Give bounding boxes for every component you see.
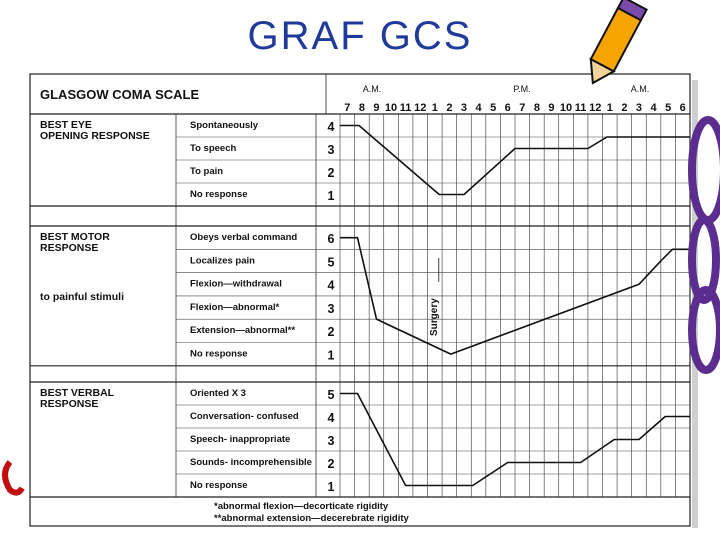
series-line-eye: [340, 124, 690, 196]
footnote: *abnormal flexion—decorticate rigidity: [214, 501, 389, 512]
row-label: Extension—abnormal**: [190, 325, 295, 336]
series-line-verbal: [340, 392, 690, 487]
pencil-part: [589, 57, 616, 85]
time-label: 3: [636, 102, 642, 114]
time-label: 9: [373, 102, 379, 114]
time-label: 1: [607, 102, 613, 114]
section-heading: RESPONSE: [40, 398, 98, 410]
time-label: 6: [680, 102, 686, 114]
time-label: 8: [534, 102, 540, 114]
row-label: No response: [190, 189, 248, 200]
pencil-clipart: [589, 0, 648, 85]
time-label: 5: [490, 102, 496, 114]
time-label: 2: [446, 102, 452, 114]
section-heading: BEST MOTOR: [40, 231, 110, 243]
row-label: Flexion—abnormal*: [190, 302, 280, 313]
row-score: 5: [328, 255, 335, 269]
period-label: A.M.: [363, 84, 382, 94]
row-score: 3: [328, 143, 335, 157]
time-label: 4: [650, 102, 657, 114]
row-score: 3: [328, 302, 335, 316]
row-label: Obeys verbal command: [190, 232, 297, 243]
row-label: Oriented X 3: [190, 388, 246, 399]
slide-title: GRAF GCS: [247, 14, 473, 58]
decorative-swirl: [688, 216, 720, 304]
time-label: 2: [621, 102, 627, 114]
row-label: Localizes pain: [190, 255, 255, 266]
surgery-annotation: Surgery: [429, 298, 440, 336]
row-label: Conversation- confused: [190, 411, 299, 422]
section-heading: RESPONSE: [40, 242, 98, 254]
time-label: 5: [665, 102, 671, 114]
footnote: **abnormal extension—decerebrate rigidit…: [214, 513, 410, 524]
section-heading: OPENING RESPONSE: [40, 130, 150, 142]
chart-title: GLASGOW COMA SCALE: [40, 87, 199, 102]
time-label: 8: [359, 102, 365, 114]
row-label: To speech: [190, 143, 236, 154]
row-score: 4: [328, 279, 335, 293]
pencil-part: [589, 6, 643, 73]
time-label: 6: [505, 102, 511, 114]
section-heading: BEST VERBAL: [40, 387, 115, 399]
time-label: 3: [461, 102, 467, 114]
time-label: 10: [385, 102, 397, 114]
row-label: Sounds- incomprehensible: [190, 457, 312, 468]
period-label: A.M.: [631, 84, 650, 94]
row-label: Flexion—withdrawal: [190, 279, 282, 290]
time-label: 11: [400, 102, 412, 114]
time-label: 1: [432, 102, 438, 114]
row-score: 2: [328, 325, 335, 339]
row-score: 2: [328, 457, 335, 471]
time-label: 7: [519, 102, 525, 114]
time-label: 7: [344, 102, 350, 114]
series-line-motor: [340, 236, 690, 355]
row-score: 4: [328, 120, 335, 134]
section-heading: BEST EYE: [40, 119, 92, 131]
row-score: 4: [328, 411, 335, 425]
row-score: 2: [328, 166, 335, 180]
decorative-swirl: [688, 286, 720, 374]
row-label: No response: [190, 480, 248, 491]
row-score: 5: [328, 388, 335, 402]
row-label: To pain: [190, 166, 223, 177]
row-label: No response: [190, 349, 248, 360]
time-label: 11: [575, 102, 587, 114]
row-score: 1: [328, 189, 335, 203]
row-score: 1: [328, 349, 335, 363]
time-label: 12: [414, 102, 426, 114]
section-subheading: to painful stimuli: [40, 291, 124, 303]
time-label: 10: [560, 102, 572, 114]
row-score: 1: [328, 480, 335, 494]
period-label: P.M.: [513, 84, 530, 94]
time-label: 4: [475, 102, 482, 114]
decorative-swirl: [2, 460, 25, 496]
time-label: 9: [548, 102, 554, 114]
row-score: 6: [328, 232, 335, 246]
row-score: 3: [328, 434, 335, 448]
pencil-part: [616, 0, 648, 22]
chart-frame: [29, 73, 691, 527]
time-label: 12: [589, 102, 601, 114]
row-label: Speech- inappropriate: [190, 434, 290, 445]
row-label: Spontaneously: [190, 120, 259, 131]
